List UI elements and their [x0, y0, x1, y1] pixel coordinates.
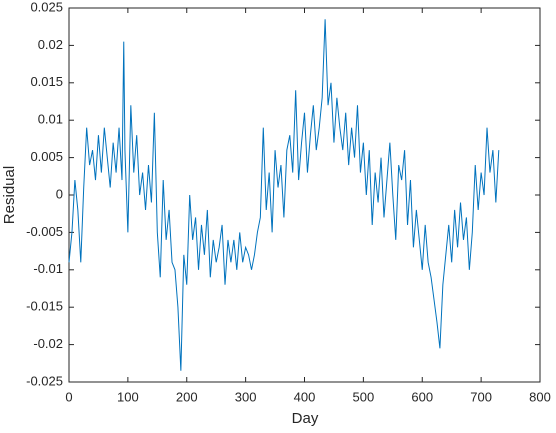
- x-tick-label: 300: [235, 389, 257, 404]
- x-tick-label: 700: [470, 389, 492, 404]
- y-tick-label: 0.005: [30, 149, 63, 164]
- data-line: [68, 19, 500, 371]
- y-tick-label: 0.01: [38, 112, 63, 127]
- y-tick-label: 0.025: [30, 0, 63, 14]
- y-tick-label: -0.02: [33, 336, 63, 351]
- x-tick-label: 0: [65, 389, 72, 404]
- y-tick-label: 0.02: [38, 37, 63, 52]
- x-tick-label: 600: [411, 389, 433, 404]
- y-tick-label: -0.01: [33, 261, 63, 276]
- x-tick-label: 500: [353, 389, 375, 404]
- axes-box: [68, 7, 541, 383]
- x-tick-label: 400: [294, 389, 316, 404]
- y-tick-label: -0.015: [26, 299, 63, 314]
- x-tick-label: 200: [176, 389, 198, 404]
- y-tick-label: -0.025: [26, 373, 63, 388]
- x-axis-label: Day: [292, 410, 319, 427]
- x-tick-label: 100: [117, 389, 139, 404]
- y-tick-label: -0.005: [26, 224, 63, 239]
- x-tick-label: 800: [529, 389, 551, 404]
- y-tick-label: 0.015: [30, 74, 63, 89]
- y-axis-label: Residual: [1, 166, 18, 224]
- y-tick-label: 0: [56, 186, 63, 201]
